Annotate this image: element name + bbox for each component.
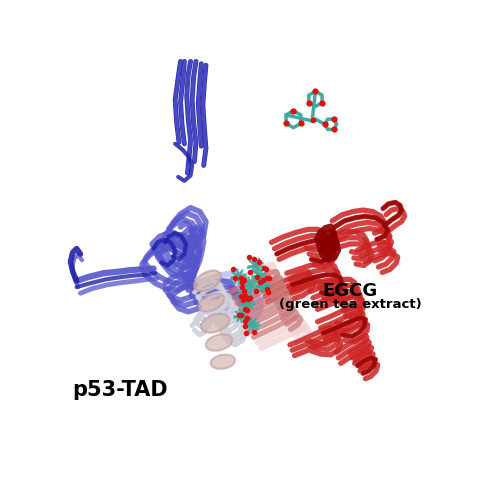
Ellipse shape: [199, 293, 224, 312]
Text: p53-TAD: p53-TAD: [73, 380, 168, 400]
Ellipse shape: [201, 314, 229, 333]
Ellipse shape: [206, 334, 232, 351]
Text: (green tea extract): (green tea extract): [278, 298, 421, 311]
Ellipse shape: [211, 355, 235, 369]
Text: EGCG: EGCG: [323, 282, 378, 300]
Ellipse shape: [194, 271, 221, 291]
